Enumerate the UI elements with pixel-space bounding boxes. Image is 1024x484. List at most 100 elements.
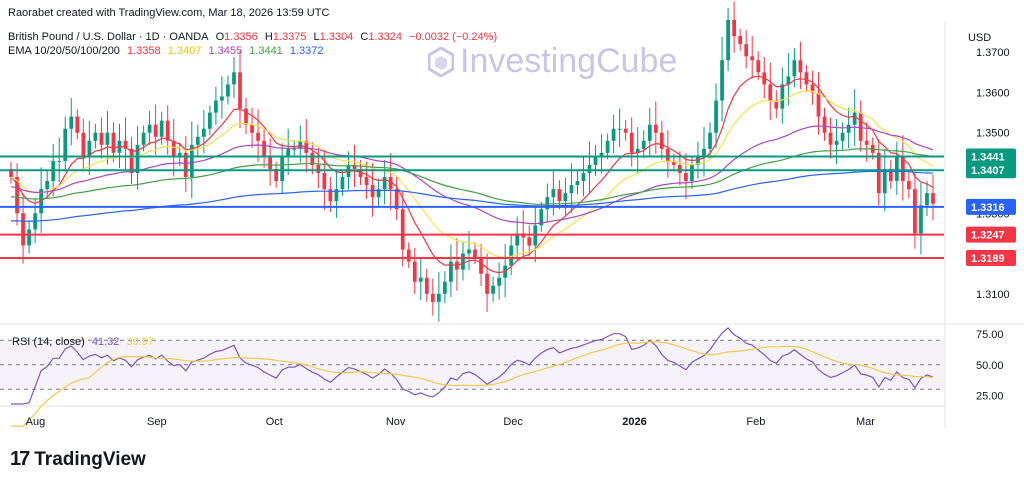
candle-body[interactable] bbox=[822, 116, 827, 133]
candle-body[interactable] bbox=[798, 60, 803, 73]
ema-legend[interactable]: EMA 10/20/50/100/200 1.3358 1.3407 1.345… bbox=[8, 45, 328, 57]
candle-body[interactable] bbox=[171, 140, 176, 157]
candle-body[interactable] bbox=[593, 156, 598, 165]
candle-body[interactable] bbox=[678, 164, 682, 174]
candle-body[interactable] bbox=[129, 148, 134, 174]
candle-body[interactable] bbox=[201, 128, 206, 137]
candle-body[interactable] bbox=[141, 132, 146, 145]
candle-body[interactable] bbox=[768, 84, 773, 101]
candle-body[interactable] bbox=[834, 140, 839, 145]
candle-body[interactable] bbox=[274, 168, 279, 182]
candle-body[interactable] bbox=[280, 156, 285, 182]
candle-body[interactable] bbox=[840, 132, 845, 141]
candle-body[interactable] bbox=[629, 132, 634, 153]
candle-body[interactable] bbox=[135, 144, 140, 174]
candle-body[interactable] bbox=[334, 189, 339, 202]
candle-body[interactable] bbox=[21, 213, 25, 246]
candle-body[interactable] bbox=[69, 116, 74, 129]
currency-label[interactable]: USD bbox=[968, 32, 992, 44]
candle-body[interactable] bbox=[15, 177, 19, 214]
candle-body[interactable] bbox=[45, 181, 50, 190]
candle-body[interactable] bbox=[714, 100, 718, 133]
candle-body[interactable] bbox=[756, 60, 761, 73]
candle-body[interactable] bbox=[394, 189, 399, 210]
candle-body[interactable] bbox=[376, 189, 381, 198]
candle-body[interactable] bbox=[744, 44, 749, 57]
candle-body[interactable] bbox=[430, 293, 435, 302]
candle-body[interactable] bbox=[406, 249, 411, 262]
candle-body[interactable] bbox=[702, 148, 706, 157]
candle-body[interactable] bbox=[569, 185, 574, 194]
candle-body[interactable] bbox=[816, 92, 821, 117]
candle-body[interactable] bbox=[900, 156, 905, 182]
candle-body[interactable] bbox=[262, 140, 266, 157]
candle-body[interactable] bbox=[93, 132, 98, 141]
candle-body[interactable] bbox=[298, 140, 303, 149]
candle-body[interactable] bbox=[238, 72, 242, 109]
candle-body[interactable] bbox=[9, 168, 13, 178]
candle-body[interactable] bbox=[732, 19, 736, 37]
candle-body[interactable] bbox=[888, 168, 893, 182]
candle-body[interactable] bbox=[551, 189, 556, 198]
candle-body[interactable] bbox=[907, 181, 911, 190]
candle-body[interactable] bbox=[485, 273, 489, 294]
candle-body[interactable] bbox=[635, 148, 640, 153]
candle-body[interactable] bbox=[87, 140, 92, 157]
rsi-legend[interactable]: RSI (14, close) 41.32 39.97 bbox=[12, 336, 158, 348]
candle-body[interactable] bbox=[581, 173, 586, 182]
candle-body[interactable] bbox=[623, 128, 628, 133]
candle-body[interactable] bbox=[153, 124, 158, 137]
candle-body[interactable] bbox=[412, 261, 417, 282]
candle-body[interactable] bbox=[575, 181, 580, 186]
candle-body[interactable] bbox=[539, 209, 544, 226]
candle-body[interactable] bbox=[545, 197, 550, 210]
candle-body[interactable] bbox=[925, 193, 929, 206]
candle-body[interactable] bbox=[919, 205, 923, 234]
candle-body[interactable] bbox=[804, 72, 809, 85]
candle-body[interactable] bbox=[322, 173, 327, 190]
candle-body[interactable] bbox=[418, 277, 423, 282]
candle-body[interactable] bbox=[605, 140, 610, 153]
candle-body[interactable] bbox=[913, 189, 917, 234]
candle-body[interactable] bbox=[672, 160, 676, 165]
candle-body[interactable] bbox=[195, 136, 200, 145]
candle-body[interactable] bbox=[774, 100, 779, 109]
candle-body[interactable] bbox=[611, 128, 616, 141]
candle-body[interactable] bbox=[159, 120, 164, 137]
candle-body[interactable] bbox=[81, 132, 86, 157]
tradingview-logo[interactable]: 17 TradingView bbox=[10, 448, 146, 471]
candle-body[interactable] bbox=[587, 164, 592, 174]
candle-body[interactable] bbox=[226, 84, 230, 97]
candle-body[interactable] bbox=[328, 189, 333, 202]
candle-body[interactable] bbox=[527, 237, 532, 246]
candle-body[interactable] bbox=[684, 173, 688, 182]
candle-body[interactable] bbox=[75, 116, 80, 133]
candle-body[interactable] bbox=[208, 112, 212, 129]
candle-body[interactable] bbox=[882, 168, 887, 194]
candle-body[interactable] bbox=[310, 152, 315, 165]
candle-body[interactable] bbox=[436, 293, 441, 302]
candle-body[interactable] bbox=[214, 100, 218, 113]
candle-body[interactable] bbox=[292, 148, 297, 150]
candle-body[interactable] bbox=[424, 277, 429, 294]
candle-body[interactable] bbox=[220, 96, 224, 101]
candle-body[interactable] bbox=[726, 19, 730, 61]
candle-body[interactable] bbox=[641, 140, 646, 149]
candle-body[interactable] bbox=[491, 285, 495, 294]
candle-body[interactable] bbox=[894, 156, 899, 182]
candle-body[interactable] bbox=[750, 56, 755, 61]
candle-body[interactable] bbox=[268, 156, 272, 169]
candle-body[interactable] bbox=[189, 144, 194, 178]
candle-body[interactable] bbox=[316, 164, 321, 174]
candle-body[interactable] bbox=[708, 132, 712, 149]
candle-body[interactable] bbox=[256, 132, 260, 141]
candle-body[interactable] bbox=[443, 281, 447, 294]
candle-body[interactable] bbox=[852, 112, 857, 125]
candle-body[interactable] bbox=[57, 160, 62, 162]
candle-body[interactable] bbox=[467, 249, 471, 254]
candle-body[interactable] bbox=[653, 124, 658, 133]
candle-body[interactable] bbox=[63, 128, 68, 161]
candle-body[interactable] bbox=[473, 249, 477, 258]
candle-body[interactable] bbox=[449, 261, 453, 282]
